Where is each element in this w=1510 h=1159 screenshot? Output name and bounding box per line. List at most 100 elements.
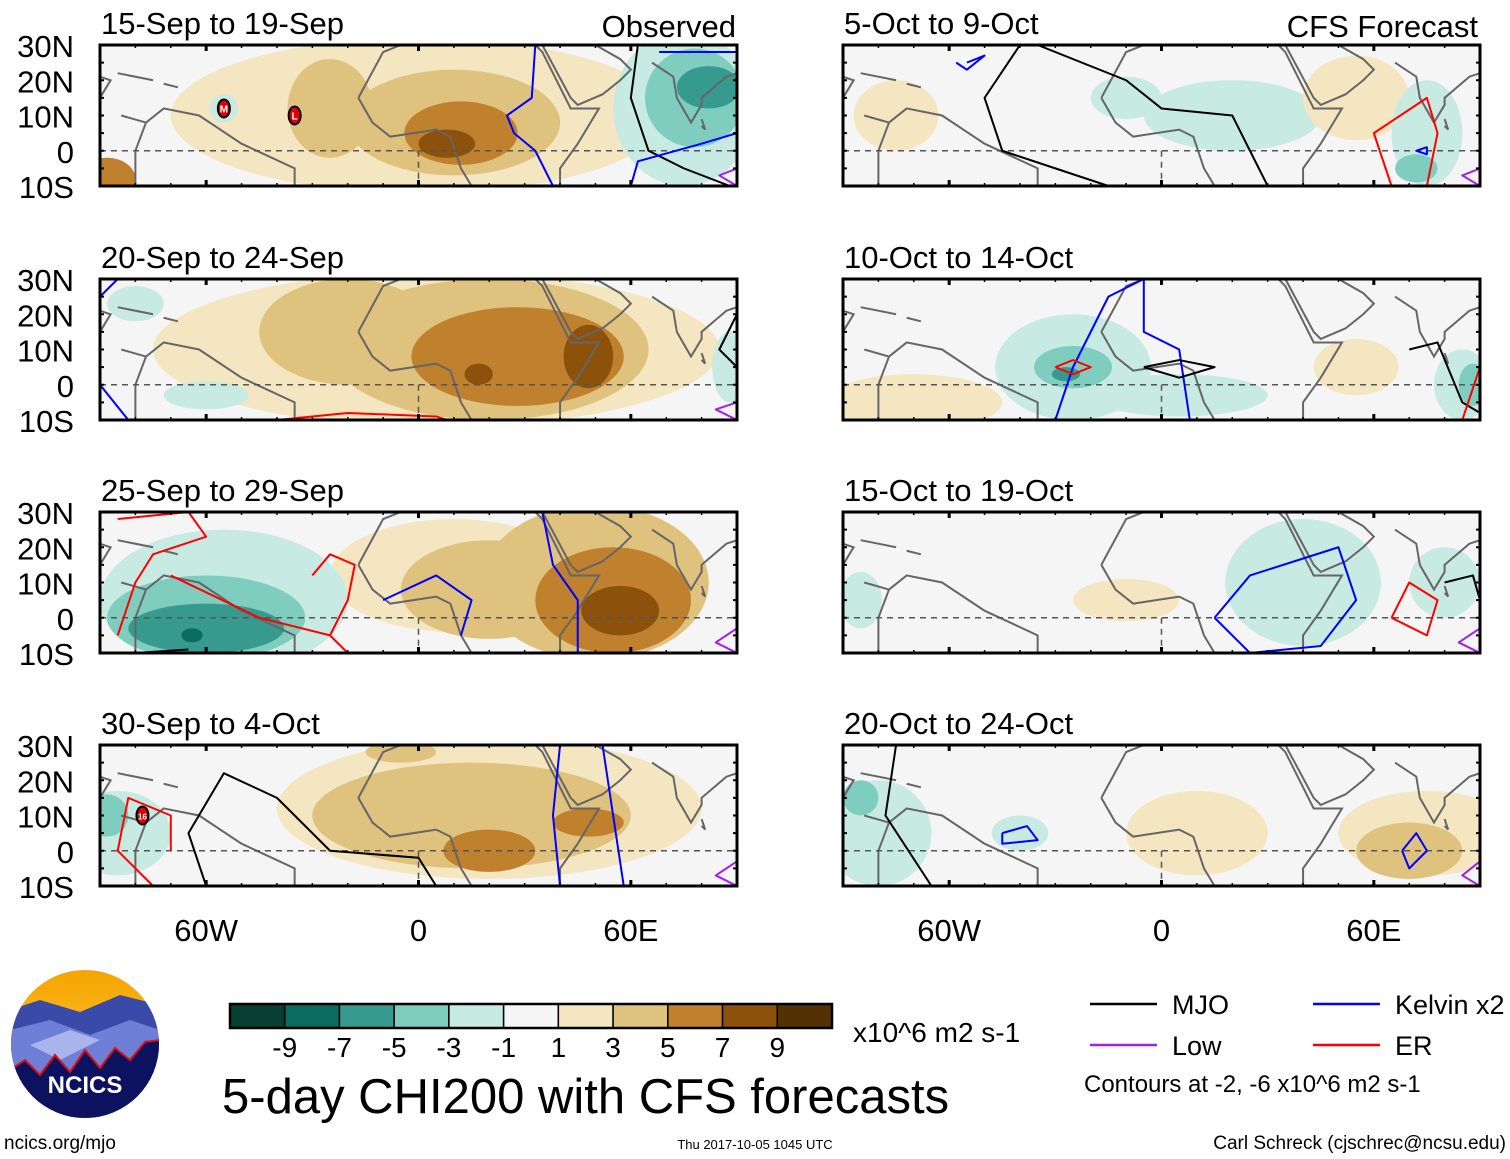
panel-title: 5-Oct to 9-Oct [844, 6, 1039, 41]
colorbar: -9 -7 -5 -3 -1 1 3 5 7 9 [228, 1002, 834, 1063]
map-panel: 20-Oct to 24-Oct 60W 0 60E [841, 706, 1482, 948]
low-contour [1461, 860, 1480, 886]
lat-tick-label: 10N [17, 334, 74, 369]
kelvin-contour [629, 132, 737, 186]
coastline [906, 316, 922, 323]
coastline [163, 316, 179, 323]
coastline [134, 807, 296, 886]
coastline [1394, 761, 1480, 825]
colorbar-swatch [776, 1003, 833, 1029]
mjo-contour [629, 45, 731, 186]
coastline [863, 348, 890, 358]
chi200-shading [712, 331, 737, 403]
lat-tick-label: 10S [19, 170, 74, 205]
coastline [357, 279, 601, 420]
coastline [843, 279, 856, 333]
coastline [100, 512, 113, 566]
chi200-shading [991, 815, 1049, 851]
coastline [906, 782, 922, 789]
chi200-shading [1090, 374, 1268, 417]
coastline [860, 539, 897, 549]
colorbar-swatch [229, 1003, 286, 1029]
panel-title: 20-Oct to 24-Oct [844, 706, 1074, 741]
legend-label: ER [1395, 1031, 1433, 1061]
coastline [134, 574, 296, 653]
colorbar-label: -5 [382, 1032, 407, 1063]
kelvin-contour [955, 54, 986, 71]
lat-tick-label: 10S [19, 404, 74, 439]
colorbar-units: x10^6 m2 s-1 [853, 1017, 1020, 1048]
lon-tick-label: 0 [1153, 913, 1170, 948]
chi200-shading [843, 374, 1003, 420]
lon-tick-label: 0 [410, 913, 427, 948]
er-contour [116, 796, 172, 886]
panel-title: 10-Oct to 14-Oct [844, 240, 1074, 275]
low-contour [714, 401, 737, 420]
coastline [1100, 45, 1344, 186]
chi200-shading [1126, 790, 1268, 876]
source-url[interactable]: ncics.org/mjo [4, 1133, 116, 1154]
coastline [541, 512, 633, 574]
lat-tick-label: 0 [57, 369, 74, 404]
coastline [700, 352, 707, 365]
chi200-shading [1051, 367, 1081, 382]
timestamp: Thu 2017-10-05 1045 UTC [677, 1137, 832, 1152]
colorbar-frame [228, 1002, 834, 1030]
coastline [1100, 745, 1344, 886]
coastline [651, 295, 737, 359]
panel-title: 15-Sep to 19-Sep [101, 6, 344, 41]
cyclone-label: M [220, 104, 228, 115]
colorbar-label: -1 [491, 1032, 516, 1063]
coastline [1443, 818, 1450, 831]
author-credit: Carl Schreck (cjschrec@ncsu.edu) [1213, 1133, 1506, 1154]
kelvin-contour [100, 279, 119, 298]
lon-tick-label: 60W [174, 913, 238, 948]
mjo-contour [1444, 574, 1480, 601]
mjo-contour [1037, 45, 1269, 186]
contour-note: Contours at -2, -6 x10^6 m2 s-1 [1084, 1071, 1421, 1098]
coastline [163, 549, 179, 556]
chi200-shading [853, 80, 939, 151]
coastline [877, 107, 1039, 186]
lat-tick-label: 10S [19, 637, 74, 672]
coastline [651, 528, 737, 592]
panel-title: 15-Oct to 19-Oct [844, 473, 1074, 508]
coastline [163, 82, 179, 89]
colorbar-label: 9 [769, 1032, 785, 1063]
colorbar-swatch [612, 1003, 669, 1029]
colorbar-label: 7 [715, 1032, 731, 1063]
coastline [1100, 512, 1344, 653]
er-contour [276, 411, 448, 420]
chi200-shading [1303, 55, 1410, 141]
coastline [357, 512, 601, 653]
mjo-contour [718, 313, 737, 368]
coastline [1394, 61, 1480, 125]
coastline [700, 118, 707, 131]
colorbar-swatch [667, 1003, 724, 1029]
mjo-contour [187, 772, 438, 886]
coastline [134, 107, 296, 186]
coastline [120, 348, 147, 358]
chi200-shading [107, 286, 164, 322]
coastline [163, 782, 179, 789]
coastline [117, 772, 154, 782]
cyclone-label: 16 [138, 813, 147, 822]
mjo-contour [983, 45, 1109, 186]
colorbar-swatch [448, 1003, 505, 1029]
lat-tick-label: 30N [17, 729, 74, 764]
coastline [134, 341, 296, 420]
chi200-shading [552, 808, 624, 837]
kelvin-contour [541, 512, 579, 653]
chi200-shading [312, 762, 631, 869]
contour-legend: MJO Kelvin x2 Low ER [1090, 990, 1505, 1061]
chi200-shading [1073, 578, 1180, 622]
chi200-shading [563, 324, 614, 389]
observed-label: Observed [602, 9, 736, 44]
figure-title: 5-day CHI200 with CFS forecasts [222, 1070, 949, 1124]
coastline [863, 581, 890, 591]
chi200-shading [181, 628, 203, 643]
chi200-shading [581, 586, 660, 636]
lat-tick-label: 20N [17, 531, 74, 566]
